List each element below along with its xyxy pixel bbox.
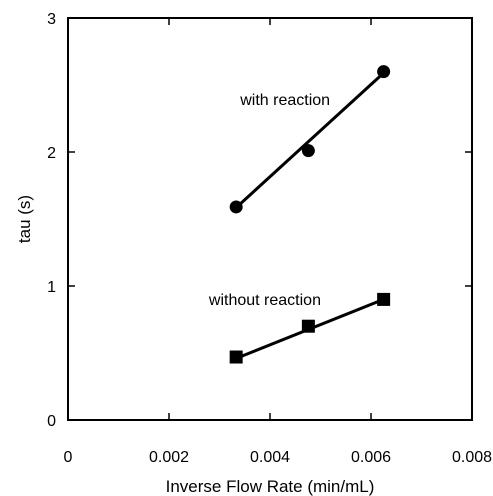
data-point — [301, 319, 315, 333]
data-point — [377, 65, 391, 79]
data-point — [377, 292, 391, 306]
series-annotation: without reaction — [208, 292, 321, 309]
x-tick-label: 0.008 — [452, 449, 492, 466]
x-axis-title: Inverse Flow Rate (min/mL) — [166, 477, 375, 496]
data-point — [301, 144, 315, 158]
y-axis-title: tau (s) — [15, 195, 34, 243]
series-with-reaction: with reaction — [229, 65, 391, 214]
y-tick-label: 3 — [47, 11, 56, 28]
data-point — [229, 350, 243, 364]
series-annotation: with reaction — [239, 92, 330, 109]
y-axis-ticks: 0 1 2 3 — [47, 11, 472, 430]
x-tick-label: 0.004 — [250, 449, 290, 466]
data-point — [229, 200, 243, 214]
x-axis-ticks: 0 0.002 0.004 0.006 0.008 — [64, 18, 492, 466]
series-layer: with reaction without reaction — [208, 65, 391, 364]
series-without-reaction: without reaction — [208, 292, 391, 364]
y-tick-label: 1 — [47, 279, 56, 296]
plot-frame — [67, 17, 473, 421]
fit-line — [235, 71, 385, 209]
y-tick-label: 0 — [47, 413, 56, 430]
x-tick-label: 0.006 — [351, 449, 391, 466]
y-tick-label: 2 — [47, 145, 56, 162]
x-tick-label: 0.002 — [149, 449, 189, 466]
x-tick-label: 0 — [64, 449, 73, 466]
